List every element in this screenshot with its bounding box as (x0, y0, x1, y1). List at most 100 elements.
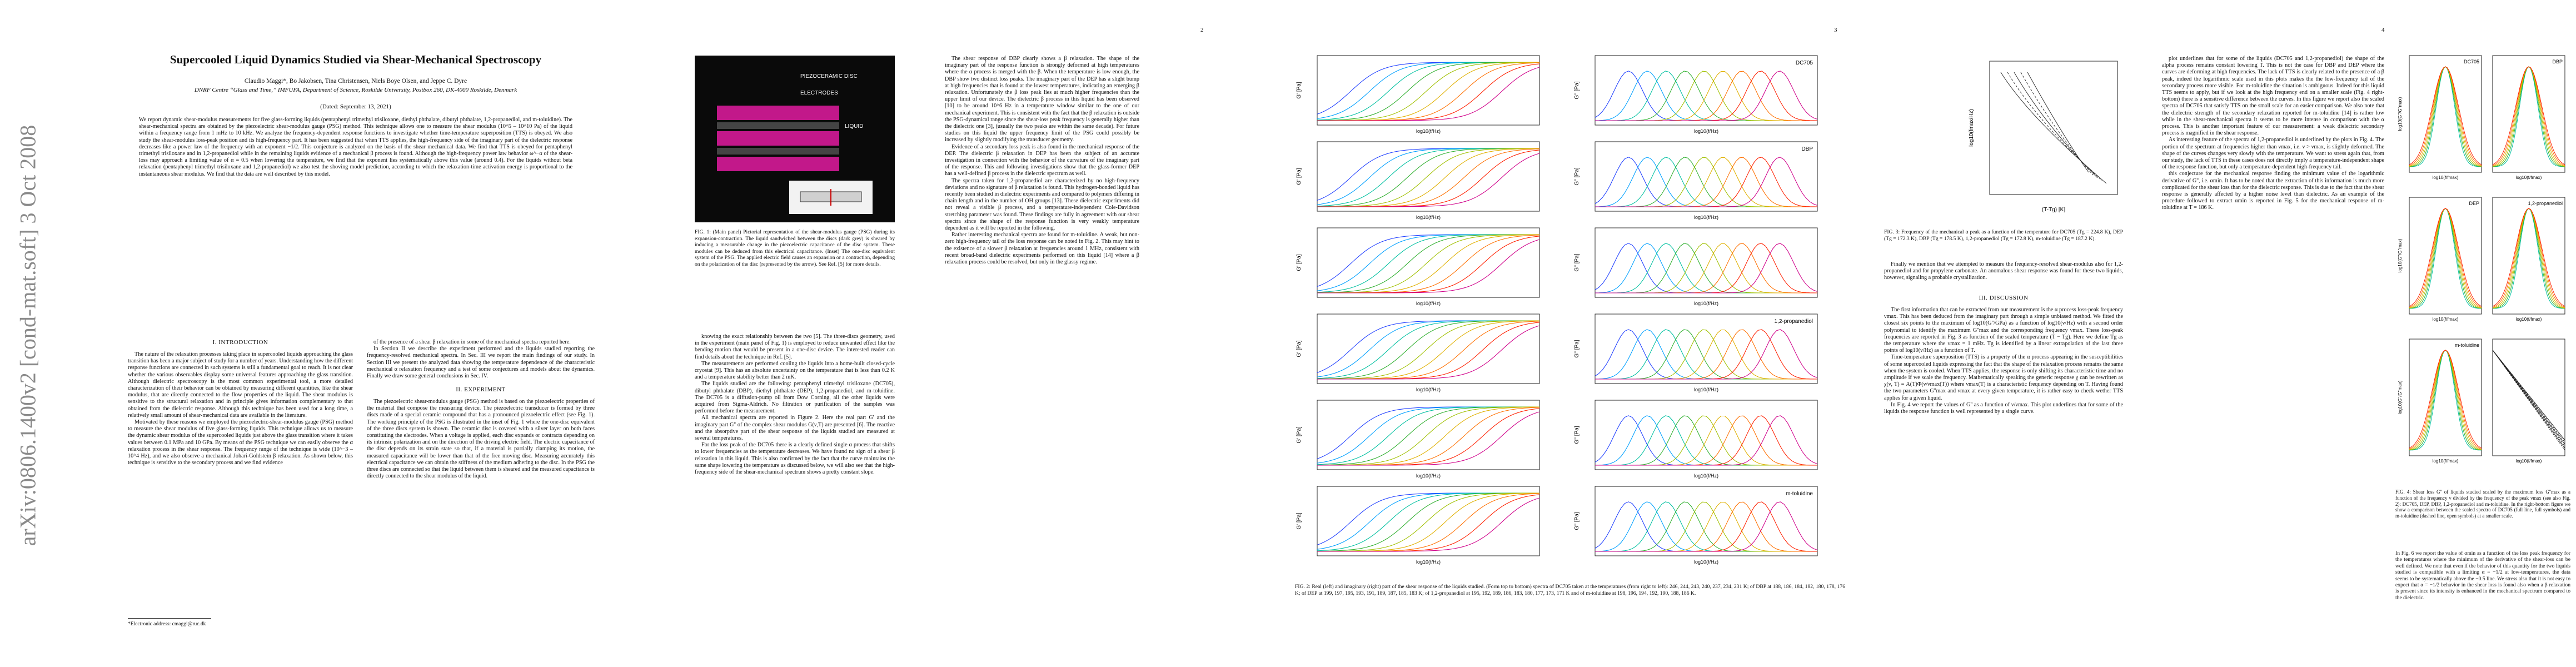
disc (717, 157, 839, 171)
decorative-curve (1595, 329, 1818, 380)
decorative-curve (1317, 234, 1539, 293)
decorative-curve (2409, 208, 2482, 308)
decorative-curve (1595, 501, 1817, 552)
decorative-curve (1317, 406, 1539, 466)
decorative-curve (2492, 350, 2565, 451)
panel-frame (2492, 197, 2565, 315)
figure-3: log10(fmax/Hz) (T-Tg) [K] (1969, 61, 2118, 213)
paragraph: The shear response of DBP clearly shows … (945, 56, 1139, 143)
panel-frame (1595, 141, 1818, 212)
axis-label: G' [Pa] (1296, 254, 1302, 271)
decorative-curve (1317, 325, 1540, 380)
figure-label: PIEZOCERAMIC DISC (800, 73, 858, 79)
decorative-curve (1317, 406, 1539, 466)
affiliation: DNRF Centre “Glass and Time,” IMFUFA, De… (194, 87, 517, 93)
panel-label: DBP (2552, 59, 2563, 64)
decorative-curve (2492, 208, 2565, 308)
axis-label: log10(G''/G''max) (2398, 380, 2403, 414)
panel-frame (1595, 486, 1818, 556)
figure-1: PIEZOCERAMIC DISC LIQUID ELECTRODES (695, 56, 895, 222)
axis-label: log10(G''/G''max) (2398, 238, 2403, 272)
axis-label: log10(f/Hz) (1694, 215, 1718, 220)
decorative-curve (1317, 322, 1540, 380)
date: (Dated: September 13, 2021) (320, 103, 391, 110)
panel-label: DC705 (2464, 59, 2479, 64)
decorative-curve (1595, 157, 1818, 207)
axis-label: G' [Pa] (1296, 82, 1302, 98)
disc (717, 106, 839, 120)
axis-label: log10(f/Hz) (1694, 559, 1718, 565)
axis-label: log10(f/fmax) (2433, 317, 2459, 322)
decorative-curve (1595, 157, 1817, 207)
figure-caption: FIG. 1: (Main panel) Pictorial represent… (695, 229, 895, 267)
decorative-curve (1595, 415, 1818, 466)
page-number: 3 (1834, 27, 1837, 33)
axis-label: G' [Pa] (1296, 512, 1302, 529)
decorative-curve (2409, 66, 2482, 166)
decorative-curve (2000, 72, 2107, 184)
decorative-curve (1317, 320, 1539, 380)
footnote-rule (128, 618, 211, 619)
paper-title: Supercooled Liquid Dynamics Studied via … (170, 53, 542, 66)
decorative-curve (1317, 408, 1540, 466)
axis-label: log10(f/Hz) (1694, 387, 1718, 392)
decorative-curve (1317, 406, 1539, 464)
axis-label: G'' [Pa] (1574, 340, 1580, 357)
decorative-curve (1317, 234, 1539, 291)
axis-label: G'' [Pa] (1574, 426, 1580, 444)
liquid-layer (717, 148, 839, 155)
axis-label: log10(f/Hz) (1416, 301, 1441, 306)
decorative-curve (1317, 62, 1539, 121)
axis-label: G'' [Pa] (1574, 81, 1580, 99)
footnote: *Electronic address: cmaggi@ruc.dk (128, 621, 206, 627)
axis-label: log10(f/fmax) (2433, 459, 2459, 464)
axis-label: log10(f/fmax) (2516, 317, 2542, 322)
decorative-curve (1317, 67, 1540, 121)
paragraph: The nature of the relaxation processes t… (128, 351, 353, 419)
page-number: 4 (2381, 27, 2385, 33)
text-column: Finally we mention that we attempted to … (1884, 261, 2123, 282)
decorative-curve (2409, 208, 2482, 307)
decorative-curve (1317, 239, 1540, 293)
section-heading: III. DISCUSSION (1979, 295, 2029, 301)
figure-4: DC705 log10(G''/G''max) log10(f/fmax) DBP lo… (2398, 55, 2565, 464)
decorative-curve (1317, 236, 1540, 293)
axis-label: G'' [Pa] (1574, 512, 1580, 530)
axis-label: log10(f/fmax) (2516, 175, 2542, 180)
panel-frame (2409, 339, 2482, 456)
decorative-curve (1317, 148, 1539, 205)
paragraph: The liquids studied are the following: p… (695, 381, 895, 415)
figure-2: G' [Pa] log10(f/Hz) G'' [Pa] log10(f/Hz) DC7… (1296, 55, 1818, 565)
figure-caption: FIG. 3: Frequency of the mechanical α pe… (1884, 229, 2123, 242)
axis-label: log10(f/Hz) (1416, 215, 1441, 220)
panel-label: m-toluidine (1786, 491, 1813, 497)
text-column: of the presence of a shear β relaxation … (367, 339, 595, 380)
paragraph: plot underlines that for some of the liq… (2162, 56, 2384, 137)
decorative-curve (2492, 66, 2565, 165)
decorative-curve (1317, 234, 1539, 287)
decorative-curve (1595, 243, 1818, 293)
text-column: The first information that can be extrac… (1884, 307, 2123, 415)
panel-frame (2409, 55, 2482, 173)
panel-label: DEP (2469, 201, 2479, 206)
liquid-layer (717, 122, 839, 129)
axis-label: log10(f/Hz) (1416, 559, 1441, 565)
panel-frame (1595, 313, 1818, 384)
decorative-curve (1317, 320, 1539, 380)
panel-frame (1317, 227, 1540, 298)
panel-frame (1989, 61, 2118, 195)
decorative-curve (2492, 66, 2565, 166)
section-heading: I. INTRODUCTION (212, 339, 268, 346)
text-column: plot underlines that for some of the liq… (2162, 56, 2384, 212)
panel-frame (1317, 400, 1540, 470)
decorative-curve (1595, 243, 1817, 293)
decorative-curve (1317, 62, 1539, 119)
paragraph: All mechanical spectra are reported in F… (695, 415, 895, 442)
paragraph: this conjecture for the mechanical respo… (2162, 171, 2384, 211)
paragraph: The first information that can be extrac… (1884, 307, 2123, 354)
axis-label: log10(f/Hz) (1694, 301, 1718, 306)
decorative-curve (1317, 148, 1539, 207)
decorative-curve (1317, 492, 1539, 552)
panel-frame (1595, 227, 1818, 298)
decorative-curve (1595, 329, 1817, 380)
